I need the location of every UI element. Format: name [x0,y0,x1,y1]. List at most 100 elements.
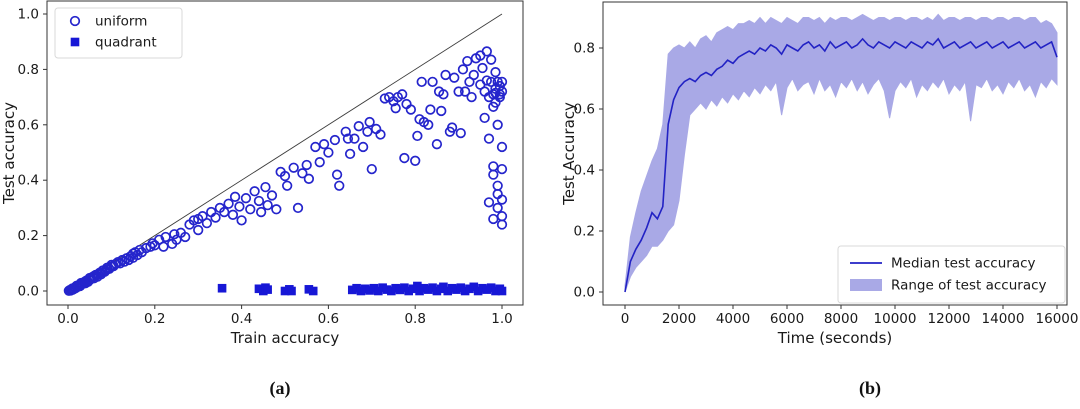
legend-label-quadrant: quadrant [95,35,157,51]
uniform-point [446,122,458,133]
uniform-point [457,64,469,75]
uniform-point [416,76,427,88]
uniform-point [440,69,451,81]
uniform-point [492,119,503,130]
x-axis-label: Time (seconds) [777,329,893,347]
quadrant-point [387,286,396,296]
uniform-point [412,130,423,142]
uniform-point [490,87,501,99]
quadrant-point [478,283,487,293]
uniform-point [453,86,464,97]
uniform-point [160,231,171,243]
uniform-point [483,133,495,144]
quadrant-point [400,283,409,292]
identity-reference-line [67,13,503,292]
uniform-point [262,199,273,211]
y-tick-label: 0.6 [574,102,595,118]
uniform-point [379,93,390,104]
uniform-point [334,180,345,191]
quadrant-point [308,286,318,296]
legend-swatch-range-band [850,279,882,291]
uniform-point [496,86,508,97]
uniform-point [229,191,241,202]
uniform-point [349,133,360,144]
uniform-point [462,55,473,67]
line-chart-test-accuracy-over-time: 0 2000 4000 6000 8000 10000 12000 14000 16000 0.0… [560,1,1078,347]
x-tick-label: 0.6 [318,311,339,327]
uniform-point [486,54,497,65]
caption-b: (b) [859,378,881,398]
uniform-point [140,242,152,254]
uniform-point [496,163,508,175]
uniform-point [253,195,265,207]
uniform-point [223,198,234,209]
quadrant-point [482,285,492,294]
uniform-point [496,76,508,88]
uniform-point [488,169,499,180]
uniform-point [468,69,479,81]
x-tick-label: 8000 [824,311,858,327]
uniform-point [234,201,245,212]
uniform-point [496,141,508,153]
uniform-series [63,46,508,296]
legend-marker-uniform [69,15,81,27]
uniform-point [331,169,343,180]
uniform-point [303,173,315,184]
quadrant-point [395,285,405,295]
quadrant-point [486,283,496,292]
quadrant-point [352,283,361,293]
uniform-point [282,180,293,191]
uniform-point [314,157,325,168]
x-tick-label: 0.8 [404,311,425,327]
quadrant-point [356,286,366,296]
uniform-point [340,126,351,137]
quadrant-point [217,283,227,293]
uniform-point [323,147,334,158]
quadrant-point [413,281,422,291]
x-tick-label: 0.4 [231,311,252,327]
y-tick-label: 0.4 [18,173,39,189]
uniform-point [357,141,369,153]
uniform-point [477,62,488,74]
uniform-point [344,148,356,160]
legend-box [54,7,183,59]
quadrant-point [369,283,379,293]
uniform-point [180,231,191,243]
uniform-point [483,197,495,208]
y-tick-label: 0.0 [18,284,39,300]
uniform-point [410,155,421,166]
uniform-point [399,152,410,164]
uniform-point [318,139,330,150]
uniform-point [496,219,508,230]
quadrant-point [415,286,424,296]
quadrant-point [419,283,429,293]
uniform-point [364,116,375,128]
uniform-point [449,72,460,83]
y-tick-label: 1.0 [18,7,39,23]
x-tick-label: 0 [621,311,630,327]
uniform-point [310,141,321,153]
uniform-point [288,162,299,173]
uniform-point [436,105,447,117]
quadrant-point [460,286,470,296]
plot-border [46,0,524,306]
legend: Median test accuracy Range of test accura… [837,245,1066,304]
quadrant-point [374,286,383,296]
quadrant-point [408,284,418,294]
scatter-chart-train-vs-test: 0.0 0.2 0.4 0.6 0.8 1.0 0.0 0.2 0.4 0.6 0.8 1.0 Trai… [0,0,524,347]
range-band [624,13,1058,293]
x-tick-label: 1.0 [491,311,512,327]
uniform-point [438,89,449,100]
y-tick-label: 0.6 [18,117,39,133]
uniform-point [481,75,492,86]
quadrant-point [347,285,357,295]
uniform-point [490,67,501,78]
quadrant-point [473,286,483,296]
y-axis-label: Test Accuracy [560,102,578,206]
uniform-point [188,215,200,226]
plot-border [602,1,1068,306]
uniform-point [240,193,252,204]
legend-marker-quadrant [70,37,80,47]
uniform-point [481,46,492,57]
